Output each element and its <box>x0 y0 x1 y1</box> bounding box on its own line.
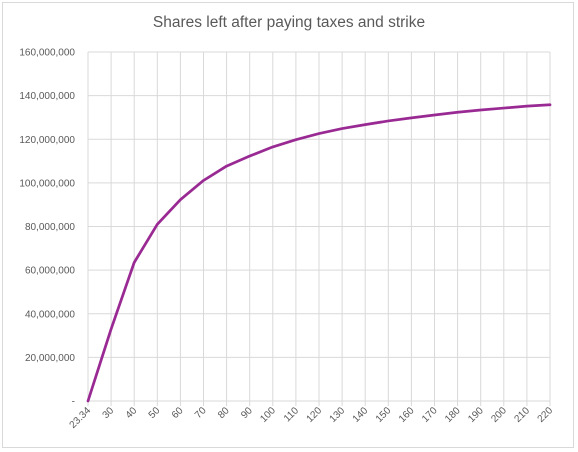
x-tick-label: 200 <box>489 405 509 425</box>
data-point <box>110 328 112 330</box>
y-axis-tick-labels: - 20,000,000 40,000,000 60,000,000 80,000,00… <box>19 48 75 408</box>
x-tick-label: 40 <box>124 405 140 421</box>
data-point <box>364 123 366 125</box>
x-tick-label: 210 <box>512 405 532 425</box>
data-point <box>249 155 251 157</box>
y-tick-label: 120,000,000 <box>19 135 75 146</box>
x-tick-label: 110 <box>282 405 301 424</box>
data-point <box>295 138 297 140</box>
x-tick-label: 140 <box>351 405 371 425</box>
data-point <box>480 109 482 111</box>
data-point <box>456 111 458 113</box>
x-axis-tick-labels: 23.34 30 40 50 60 70 80 90 100 110 120 130 140 150 160… <box>68 405 556 431</box>
y-tick-label: - <box>72 397 75 408</box>
y-tick-label: 140,000,000 <box>19 91 75 102</box>
chart-title: Shares left after paying taxes and strik… <box>152 14 426 31</box>
x-tick-label: 160 <box>397 405 417 425</box>
x-tick-label: 100 <box>258 405 278 425</box>
data-point <box>341 127 343 129</box>
x-tick-label: 60 <box>170 405 186 421</box>
x-tick-label: 170 <box>420 405 440 425</box>
series-layer <box>86 103 552 403</box>
grid-lines <box>87 51 551 406</box>
y-tick-label: 20,000,000 <box>25 353 75 364</box>
x-tick-label: 220 <box>536 405 556 425</box>
x-tick-label: 80 <box>216 405 232 421</box>
x-tick-label: 120 <box>305 405 325 425</box>
data-point <box>156 223 158 225</box>
data-point <box>179 198 181 200</box>
data-point <box>87 400 89 402</box>
x-tick-label: 150 <box>374 405 394 425</box>
data-point <box>526 105 528 107</box>
data-point <box>202 179 204 181</box>
data-point <box>225 165 227 167</box>
x-tick-label: 180 <box>443 405 463 425</box>
x-tick-label: 70 <box>193 405 209 421</box>
x-tick-label: 190 <box>466 405 486 425</box>
y-tick-label: 60,000,000 <box>25 266 75 277</box>
data-point <box>133 261 135 263</box>
y-tick-label: 100,000,000 <box>19 178 75 189</box>
data-point <box>433 114 435 116</box>
x-tick-label: 130 <box>328 405 348 425</box>
data-point <box>549 104 551 106</box>
y-tick-label: 160,000,000 <box>19 48 75 59</box>
data-point <box>410 117 412 119</box>
x-tick-label: 23.34 <box>68 405 94 431</box>
y-tick-label: 40,000,000 <box>25 309 75 320</box>
data-point <box>272 146 274 148</box>
x-tick-label: 50 <box>147 405 163 421</box>
data-point <box>318 132 320 134</box>
x-tick-label: 30 <box>101 405 117 421</box>
y-tick-label: 80,000,000 <box>25 222 75 233</box>
x-tick-label: 90 <box>239 405 255 421</box>
series-line <box>86 103 552 403</box>
data-point <box>503 107 505 109</box>
data-point <box>387 120 389 122</box>
